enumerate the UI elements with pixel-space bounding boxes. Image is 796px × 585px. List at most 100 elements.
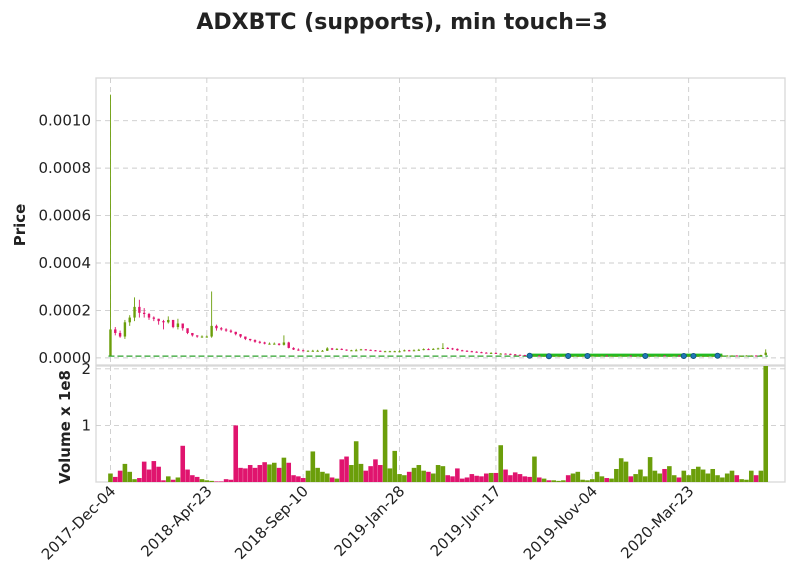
- volume-bar: [305, 470, 311, 482]
- candle-body: [432, 348, 435, 350]
- support-lines: [108, 353, 768, 357]
- price-y-tick-label: 0.0006: [39, 207, 92, 225]
- candle-body: [253, 340, 257, 342]
- volume-bar: [633, 474, 638, 482]
- candle-body: [677, 355, 681, 357]
- volume-bar: [469, 474, 475, 482]
- volume-y-tick-label: 2: [81, 360, 91, 378]
- x-tick-label: 2018-Apr-23: [137, 482, 215, 560]
- candle-body: [494, 352, 498, 354]
- candle-body: [330, 348, 334, 350]
- candle-body: [142, 312, 146, 315]
- volume-bar: [170, 479, 176, 482]
- candle-body: [701, 355, 705, 357]
- candle-body: [388, 351, 392, 353]
- volume-bar: [493, 472, 499, 482]
- volume-bar: [324, 473, 330, 482]
- price-panel: 0.0000 0.0002 0.0004 0.0006 0.0008 0.0010 Pri…: [11, 77, 786, 367]
- volume-bar: [474, 475, 479, 482]
- candle-body: [538, 355, 541, 357]
- candle-body: [475, 351, 478, 353]
- candle-body: [460, 350, 464, 352]
- volume-bar: [218, 481, 224, 482]
- chart-title: ADXBTC (supports), min touch=3: [196, 10, 607, 35]
- candle-body: [162, 321, 165, 323]
- price-panel-frame: [95, 77, 786, 366]
- volume-bar: [503, 469, 508, 482]
- candle-body: [123, 322, 127, 337]
- volume-y-ticks: 12: [81, 360, 91, 435]
- candle-body: [273, 343, 276, 345]
- volume-bar: [358, 463, 364, 482]
- volume-bar: [638, 469, 643, 482]
- volume-bar: [382, 409, 388, 482]
- candle-body: [591, 355, 594, 357]
- candle-body: [711, 355, 714, 357]
- candle-body: [398, 351, 401, 353]
- x-tick-label: 2019-Nov-04: [520, 482, 601, 563]
- candle-body: [263, 342, 266, 344]
- candle-body: [595, 355, 599, 357]
- volume-panel-frame: [95, 365, 786, 483]
- volume-bar: [252, 467, 258, 482]
- volume-axis-label: Volume x 1e8: [56, 370, 74, 484]
- volume-bar: [450, 476, 455, 482]
- support-touch-point: [690, 352, 697, 359]
- candle-body: [605, 355, 608, 357]
- volume-bar: [561, 480, 566, 482]
- volume-bar: [214, 481, 219, 482]
- candle-body: [470, 351, 474, 353]
- volume-bar: [296, 476, 301, 482]
- volume-bar: [262, 462, 267, 482]
- candle-body: [369, 349, 372, 351]
- volume-bar: [758, 470, 764, 482]
- candle-body: [571, 355, 575, 357]
- volume-bar: [141, 461, 147, 482]
- volume-bar: [618, 458, 624, 482]
- volume-bar: [729, 470, 735, 482]
- volume-bar: [705, 473, 711, 482]
- volume-bar: [662, 468, 667, 482]
- volume-bar: [435, 465, 441, 482]
- candle-body: [268, 343, 271, 345]
- candle-body: [648, 355, 652, 357]
- candle-body: [427, 349, 430, 351]
- volume-bar: [512, 472, 518, 482]
- candle-body: [311, 350, 315, 352]
- candle-body: [128, 317, 131, 323]
- volume-bar: [397, 474, 402, 482]
- candle-body: [200, 336, 204, 338]
- volume-bar: [508, 475, 513, 482]
- volume-bar: [117, 470, 123, 482]
- volume-bar: [300, 478, 306, 482]
- volume-bar: [720, 477, 725, 482]
- candle-body: [335, 348, 339, 350]
- volume-bar: [137, 478, 142, 482]
- volume-bar: [642, 476, 648, 482]
- volume-bar: [194, 476, 200, 482]
- volume-bar: [334, 478, 340, 482]
- volume-bar: [724, 473, 730, 482]
- volume-bar: [329, 477, 335, 482]
- volume-bar: [479, 476, 484, 482]
- candle-body: [350, 350, 353, 352]
- volume-bar: [541, 478, 547, 482]
- volume-bar: [199, 479, 205, 482]
- volume-bar: [565, 475, 571, 482]
- volume-bar: [527, 476, 532, 482]
- volume-y-tick-label: 1: [81, 416, 91, 434]
- candle-body: [581, 355, 584, 357]
- volume-bar: [647, 457, 653, 482]
- candle-body: [619, 355, 623, 357]
- candle-body: [663, 355, 666, 357]
- candle-body: [610, 355, 613, 357]
- candle-body: [277, 343, 281, 345]
- candle-body: [321, 350, 324, 352]
- volume-bar: [276, 467, 282, 482]
- candle-body: [600, 355, 604, 357]
- volume-bar: [594, 471, 600, 482]
- volume-bar: [411, 467, 417, 482]
- candle-body: [345, 349, 348, 351]
- volume-bar: [190, 475, 195, 482]
- volume-bar: [551, 480, 557, 482]
